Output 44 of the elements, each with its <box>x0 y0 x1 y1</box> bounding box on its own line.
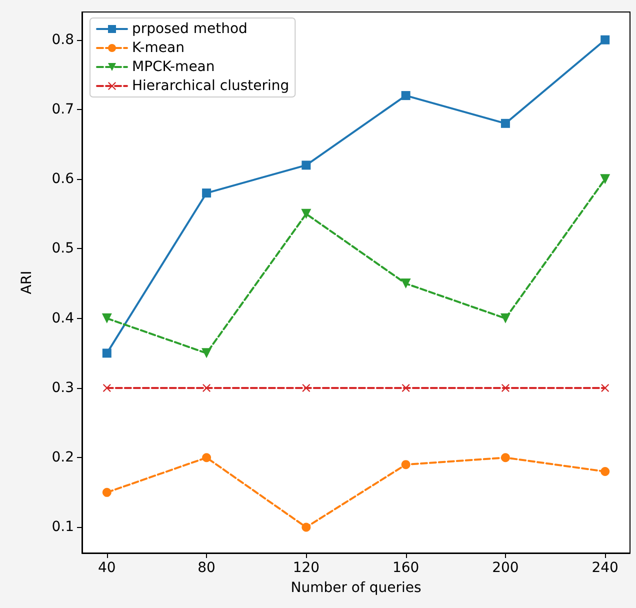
x-tick-label: 120 <box>292 560 320 576</box>
legend-label: K-mean <box>132 40 184 56</box>
point <box>500 118 510 128</box>
point <box>302 384 310 392</box>
point <box>202 348 212 358</box>
y-tick-label: 0.7 <box>52 101 74 118</box>
point <box>501 384 510 392</box>
point <box>102 313 112 324</box>
x-axis-title: Number of queries <box>290 580 422 596</box>
point <box>301 208 312 219</box>
point <box>202 188 212 198</box>
point <box>600 174 610 184</box>
point <box>500 313 510 324</box>
point <box>202 384 211 392</box>
y-tick-label: 0.1 <box>52 519 74 536</box>
point <box>401 91 410 100</box>
point <box>601 384 610 392</box>
y-axis-title: ARI <box>19 270 35 294</box>
legend-label: prposed method <box>132 21 248 37</box>
y-tick-label: 0.4 <box>52 310 74 326</box>
x-tick-label: 160 <box>392 560 420 576</box>
point <box>400 278 411 289</box>
point <box>102 488 112 497</box>
legend-label: Hierarchical clustering <box>132 78 290 94</box>
x-tick-label: 40 <box>98 560 116 576</box>
legend-label: MPCK-mean <box>132 59 215 75</box>
point <box>102 348 112 358</box>
y-tick-label: 0.5 <box>52 240 74 257</box>
x-tick-label: 80 <box>198 560 216 576</box>
point <box>402 384 410 392</box>
y-tick-label: 0.3 <box>52 380 74 396</box>
point <box>600 35 610 44</box>
point <box>102 384 111 392</box>
point <box>202 453 212 462</box>
y-tick-label: 0.6 <box>52 171 74 188</box>
y-tick-label: 0.2 <box>52 450 74 466</box>
point <box>600 467 610 476</box>
point <box>401 460 410 470</box>
point <box>302 522 311 532</box>
point <box>302 160 311 170</box>
x-tick-label: 240 <box>592 560 618 576</box>
y-tick-label: 0.8 <box>52 32 74 48</box>
x-tick-label: 200 <box>492 560 519 576</box>
point <box>500 453 510 462</box>
